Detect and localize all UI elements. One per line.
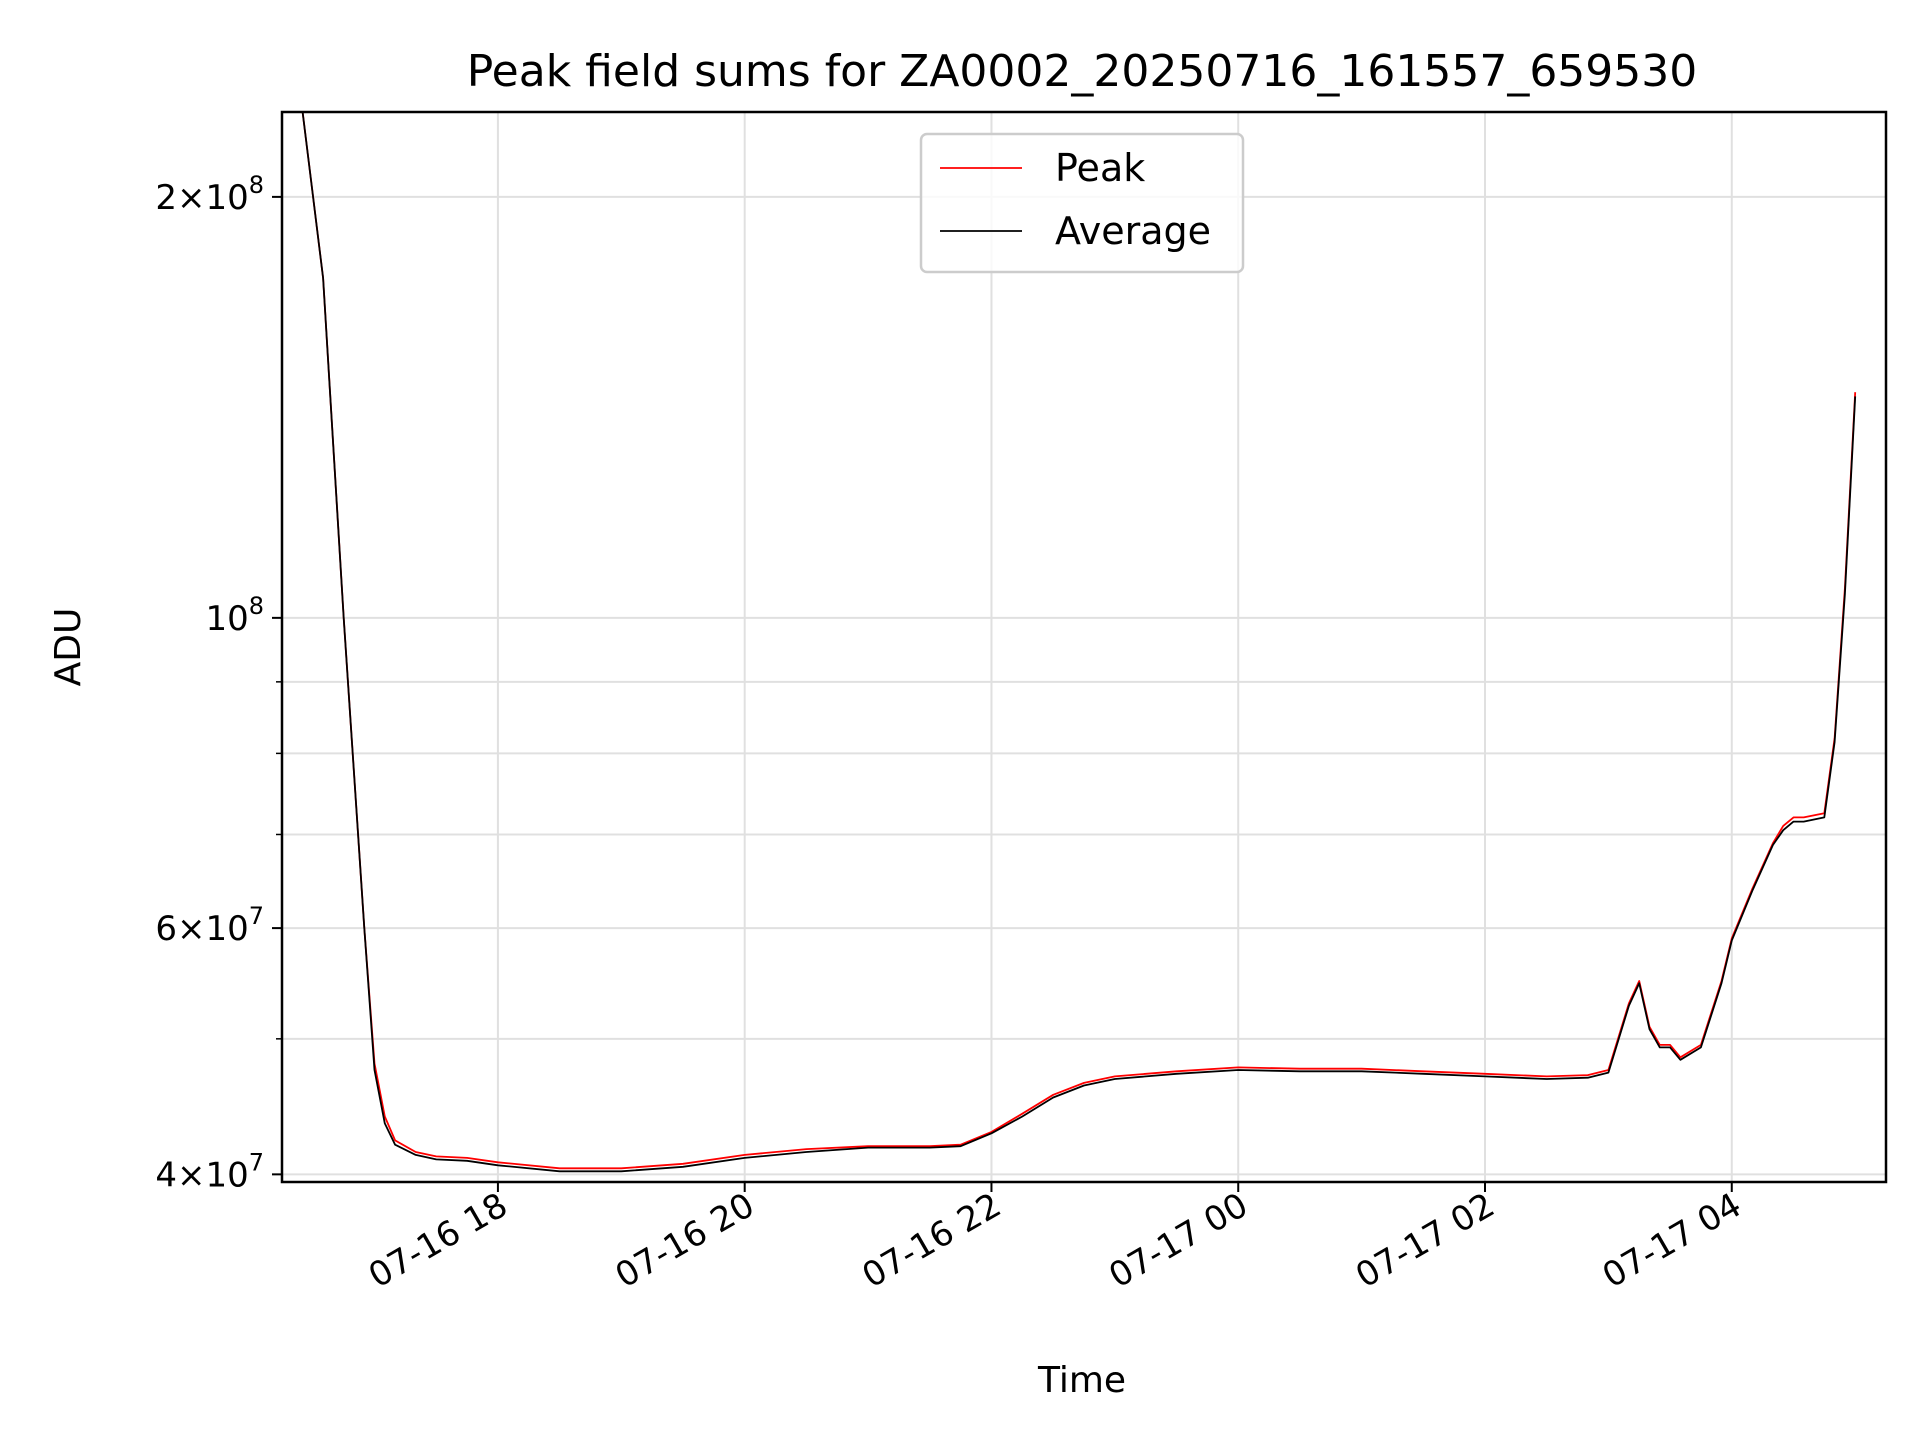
y-tick-label: 108 [205, 592, 264, 639]
y-tick-label-exponent: 7 [249, 902, 264, 930]
y-tick-label-exponent: 8 [249, 171, 264, 199]
y-tick-label-base-ten: 10 [205, 909, 248, 949]
series-line-average [301, 112, 1857, 1173]
y-tick-label-times: × [177, 178, 206, 218]
series-layer [301, 112, 1857, 1173]
legend-label-average: Average [1055, 209, 1211, 253]
legend: Peak Average [919, 132, 1245, 274]
y-tick-label-base-ten: 10 [205, 178, 248, 218]
y-tick-label-exponent: 8 [249, 592, 264, 620]
x-axis-label: Time [1037, 1360, 1126, 1401]
y-axis-label: ADU [48, 608, 89, 687]
y-tick-label: 2×108 [155, 171, 264, 218]
y-tick-label-times: × [177, 1155, 206, 1195]
y-tick-label-mantissa: 2 [155, 178, 177, 218]
y-tick-label-mantissa: 6 [155, 909, 177, 949]
legend-label-peak: Peak [1055, 146, 1145, 190]
y-tick-label: 4×107 [155, 1148, 264, 1195]
y-tick-label-base-ten: 10 [205, 599, 248, 639]
chart-title: Peak field sums for ZA0002_20250716_1615… [467, 46, 1698, 97]
y-tick-label: 6×107 [155, 902, 264, 949]
y-tick-label-times: × [177, 909, 206, 949]
plot-frame [280, 110, 1888, 1184]
y-tick-label-base-ten: 10 [205, 1155, 248, 1195]
y-tick-label-mantissa: 4 [155, 1155, 177, 1195]
y-tick-label-exponent: 7 [249, 1148, 264, 1176]
